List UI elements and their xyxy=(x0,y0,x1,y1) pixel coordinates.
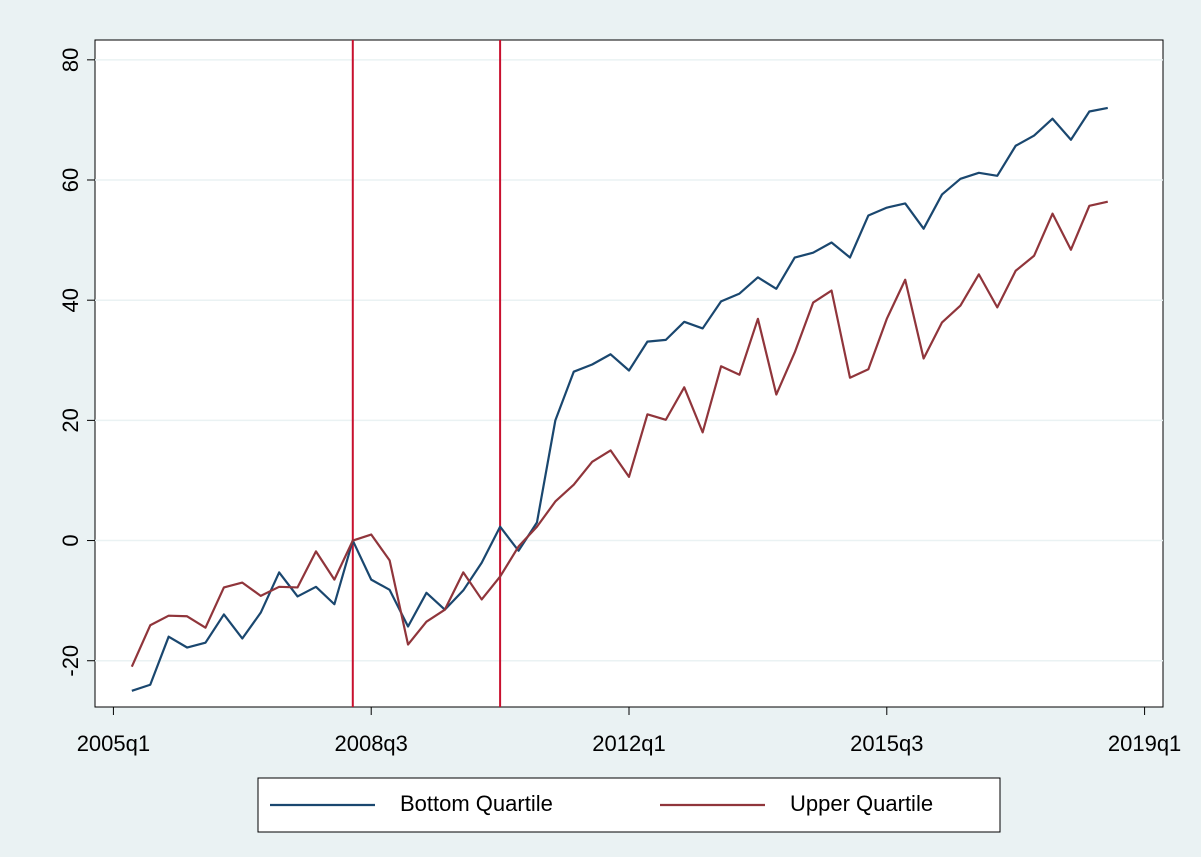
y-tick-label: 20 xyxy=(58,408,83,432)
data-line xyxy=(130,200,1109,668)
x-tick-label: 2005q1 xyxy=(77,731,150,756)
legend-label: Upper Quartile xyxy=(790,791,933,816)
data-line xyxy=(131,106,1108,692)
x-tick-label: 2019q1 xyxy=(1108,731,1181,756)
y-tick-label: 40 xyxy=(58,288,83,312)
plot-area xyxy=(94,39,1164,708)
legend-box xyxy=(257,777,1001,833)
y-tick-label: 80 xyxy=(58,48,83,72)
y-tick-label: -20 xyxy=(58,645,83,677)
legend-label: Bottom Quartile xyxy=(400,791,553,816)
x-tick-label: 2008q3 xyxy=(334,731,407,756)
y-tick-label: 0 xyxy=(58,534,83,546)
y-tick-label: 60 xyxy=(58,168,83,192)
x-tick-label: 2012q1 xyxy=(592,731,665,756)
x-tick-label: 2015q3 xyxy=(850,731,923,756)
